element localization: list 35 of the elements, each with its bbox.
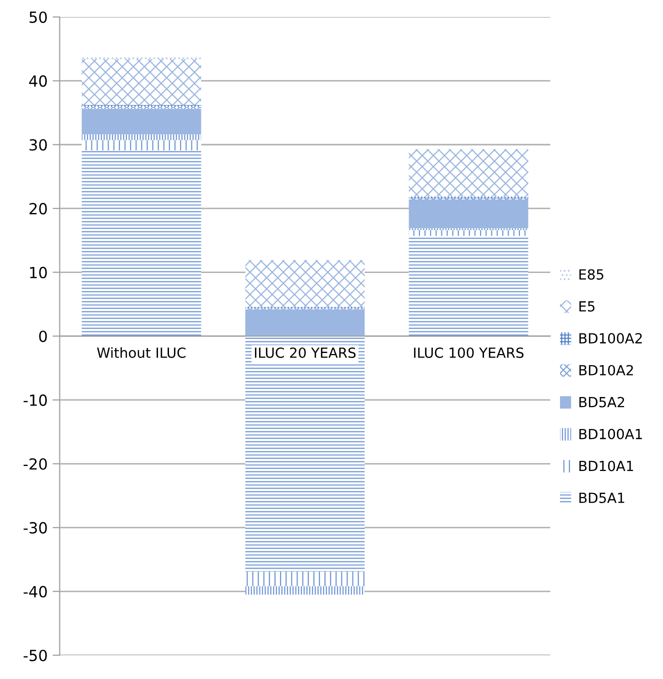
y-tick-label: -30	[24, 522, 47, 534]
y-tick-label: -10	[24, 394, 47, 406]
y-tick-label: 50	[30, 11, 47, 23]
bar	[82, 108, 202, 134]
y-tick-label: -50	[24, 650, 47, 662]
x-tick-label: ILUC 100 YEARS	[414, 347, 524, 358]
y-tick-label: 40	[29, 75, 47, 87]
bar	[245, 572, 365, 586]
legend-label: BD100A1	[579, 428, 642, 440]
bar	[408, 149, 528, 196]
legend-label: E85	[579, 269, 604, 280]
bar	[245, 260, 365, 307]
legend-label: BD10A1	[579, 460, 634, 472]
x-tick-label: Without ILUC	[97, 347, 186, 358]
bar	[82, 140, 202, 150]
y-tick-label: 10	[30, 266, 47, 278]
y-tick-label: -20	[24, 458, 47, 470]
x-tick-label: ILUC 20 YEARS	[254, 347, 356, 358]
bar	[408, 200, 528, 228]
bar	[408, 236, 528, 336]
legend-label: BD5A1	[579, 492, 624, 504]
bar	[82, 134, 202, 140]
y-tick-label: 20	[30, 202, 47, 214]
bar	[82, 59, 202, 106]
bar	[245, 586, 365, 595]
legend-label: BD100A2	[579, 333, 642, 344]
y-tick-label: 0	[39, 330, 47, 342]
bar	[245, 309, 365, 336]
legend-label: BD10A2	[579, 364, 633, 376]
legend-label: E5	[579, 301, 594, 312]
bar	[82, 150, 202, 336]
bar	[245, 336, 365, 572]
y-tick-label: 30	[30, 139, 47, 151]
legend-label: BD5A2	[579, 396, 624, 408]
y-tick-label: -40	[24, 586, 47, 598]
